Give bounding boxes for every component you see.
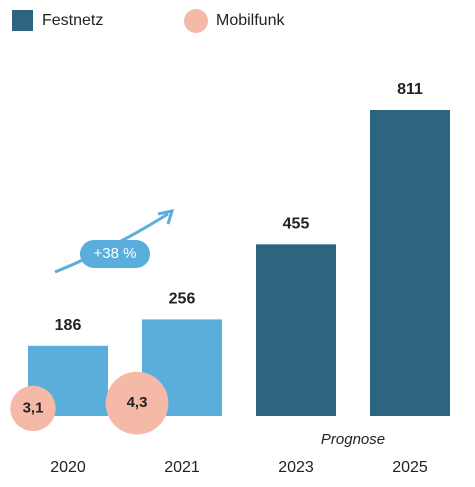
value-label: 256 [169,291,196,308]
bubble-label: 4,3 [127,394,148,411]
bubble-label: 3,1 [23,399,44,416]
bubble [105,371,169,435]
x-tick-label: 2025 [392,459,428,476]
value-label: 455 [283,216,310,233]
value-label: 186 [55,317,82,334]
annotation-pill [80,240,150,268]
value-label: 811 [397,81,423,98]
bar [256,244,336,416]
annotation: +38 % [94,245,137,262]
x-tick-label: 2023 [278,459,314,476]
arrow-head [157,208,175,225]
annotation: Prognose [321,431,385,448]
legend-swatch [12,10,33,31]
x-tick-label: 2020 [50,459,86,476]
x-tick-label: 2021 [164,459,200,476]
legend-label: Mobilfunk [216,12,285,29]
legend-label: Festnetz [42,12,103,29]
bubble [10,385,56,432]
bar [370,110,450,416]
legend-swatch [184,9,208,33]
